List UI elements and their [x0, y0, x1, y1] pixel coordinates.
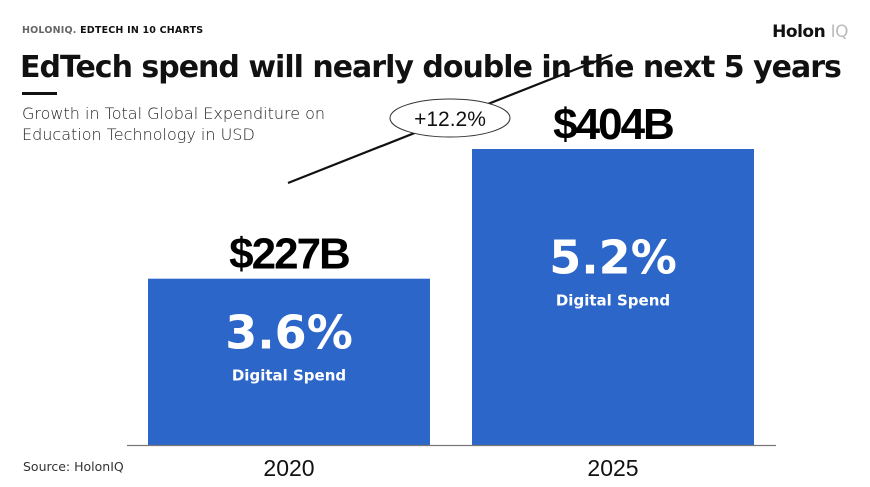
chart-subtitle: Growth in Total Global Expenditure on Ed…: [22, 103, 325, 145]
value-label-2020: $227B: [229, 230, 349, 279]
bar-2025: [472, 149, 754, 445]
bar-2020: [148, 278, 430, 445]
holoniq-logo: Holon IQ: [772, 22, 848, 42]
subtitle-line-2: Education Technology in USD: [22, 125, 255, 144]
value-label-2025: $404B: [553, 100, 673, 149]
source-note: Source: HolonIQ: [23, 459, 124, 474]
x-tick-2025: 2025: [587, 455, 638, 481]
kicker-brand: HOLONIQ.: [22, 25, 77, 36]
growth-annotation: +12.2%: [414, 108, 486, 131]
subtitle-line-1: Growth in Total Global Expenditure on: [22, 104, 326, 123]
x-tick-2020: 2020: [263, 455, 314, 481]
digital-share-2020: 3.6%: [225, 306, 353, 360]
kicker: HOLONIQ. EDTECH IN 10 CHARTS: [22, 25, 203, 36]
logo-accent: IQ: [830, 22, 849, 42]
chart-title: EdTech spend will nearly double in the n…: [20, 50, 842, 85]
digital-share-2025: 5.2%: [549, 230, 677, 284]
kicker-text: EDTECH IN 10 CHARTS: [80, 25, 204, 36]
annotation-ellipse: [389, 98, 511, 138]
logo-main: Holon: [772, 22, 826, 42]
digital-spend-label-2025: Digital Spend: [556, 291, 670, 309]
title-divider: [22, 92, 57, 95]
digital-spend-label-2020: Digital Spend: [232, 367, 346, 385]
